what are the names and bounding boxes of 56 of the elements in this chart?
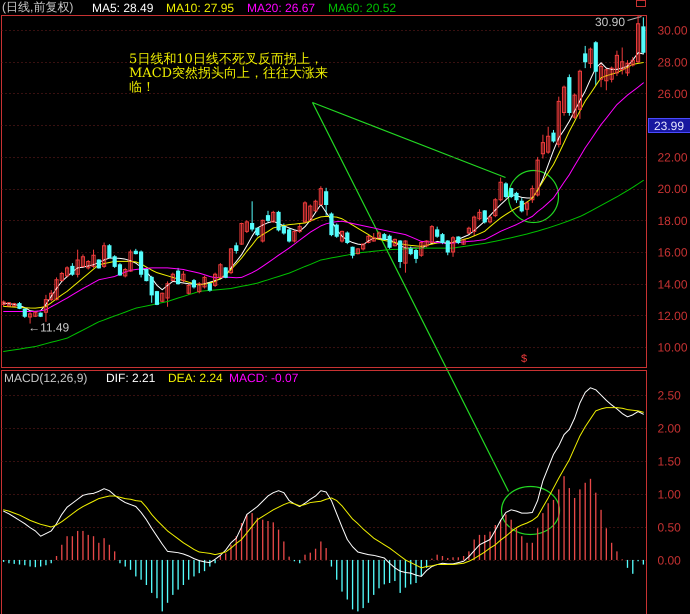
- text: DIF: 2.21: [106, 371, 156, 385]
- y-tick-label: 2.50: [658, 388, 682, 403]
- candlestick: [181, 270, 186, 283]
- y-tick-label: 30.00: [658, 24, 688, 38]
- y-tick-label: 18.00: [658, 214, 688, 228]
- candlestick: [234, 242, 238, 254]
- candlestick: [345, 230, 350, 245]
- text: MA10: 27.95: [166, 1, 234, 15]
- text: MA60: 20.52: [328, 1, 396, 15]
- legend-title: MACD(12,26,9): [4, 371, 88, 385]
- candlestick: [176, 267, 180, 286]
- y-tick-label: 1.50: [658, 454, 682, 469]
- y-tick-label: 2.00: [658, 422, 682, 436]
- annotation: $: [521, 353, 528, 365]
- y-tick-label: 16.00: [658, 246, 688, 260]
- y-tick-label: 0.50: [658, 520, 682, 534]
- candlestick: [524, 200, 530, 216]
- y-tick-label: 10.00: [658, 340, 688, 355]
- annotation: 23.99: [648, 118, 690, 134]
- text: MA20: 26.67: [247, 1, 316, 15]
- text: DEA: 2.24: [168, 371, 224, 385]
- candlestick: [271, 210, 276, 224]
- y-tick-label: 22.00: [658, 150, 688, 164]
- candlestick: [70, 262, 74, 276]
- chart-title: (日线,前复权): [2, 0, 74, 14]
- candlestick: [403, 240, 408, 274]
- candlestick: [583, 45, 588, 69]
- y-tick-label: 20.00: [658, 182, 688, 196]
- candlestick: [520, 198, 524, 213]
- candlestick: [551, 129, 556, 144]
- candlestick: [450, 236, 456, 258]
- y-tick-label: 1.00: [658, 487, 682, 502]
- candlestick: [324, 187, 328, 216]
- text: MA5: 28.49: [92, 1, 154, 15]
- annotation: MACD: -0.07: [229, 371, 298, 385]
- candlestick: [170, 272, 175, 283]
- annotation: 5日线和10日线不死叉反而拐上，MACD突然拐头向上，往往大涨来临！: [129, 52, 328, 95]
- candlestick: [340, 230, 344, 244]
- y-tick-label: 26.00: [658, 86, 688, 101]
- candlestick: [186, 283, 191, 296]
- annotation: 30.90: [594, 15, 626, 29]
- y-tick-label: 28.00: [658, 55, 688, 70]
- candlestick: [102, 242, 106, 268]
- y-tick-label: 12.00: [658, 308, 688, 323]
- candlestick: [350, 246, 355, 259]
- candlestick: [192, 278, 196, 290]
- y-tick-label: 14.00: [658, 277, 688, 292]
- line-series: [3, 180, 644, 352]
- y-tick-label: 0.00: [658, 553, 682, 568]
- candlestick: [482, 210, 487, 224]
- annotation: ←11.49: [28, 320, 70, 335]
- candlestick: [260, 219, 265, 244]
- candlestick: [398, 240, 402, 268]
- candlestick: [588, 47, 593, 69]
- candlestick: [266, 210, 270, 222]
- candlestick: [228, 248, 234, 275]
